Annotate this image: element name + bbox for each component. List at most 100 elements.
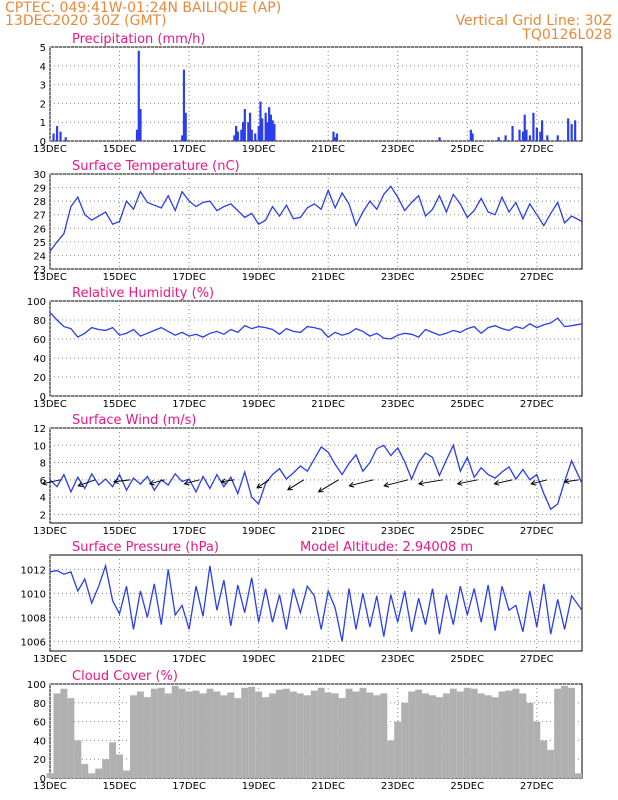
humidity-xtick-label: 27DEC — [520, 399, 554, 410]
temperature-ytick-label: 28 — [33, 197, 46, 208]
cloud-cover-bar — [109, 742, 117, 778]
cloud-cover-bar — [394, 721, 402, 778]
wind-arrow — [494, 479, 513, 485]
cloud-cover-bar — [46, 773, 54, 778]
cloud-cover-bar — [248, 686, 256, 778]
precipitation-bar — [271, 120, 274, 141]
cloud-cover-bar — [227, 692, 235, 778]
temperature-ytick-label: 29 — [33, 184, 46, 195]
temperature-title: Surface Temperature (nC) — [72, 159, 240, 174]
cloud-cover-bar — [401, 702, 409, 778]
pressure-xtick-label: 19DEC — [242, 654, 276, 665]
cloud-cover-bar — [234, 698, 242, 778]
wind-arrow — [184, 479, 200, 485]
precipitation-bar — [504, 135, 507, 141]
precipitation-bar — [52, 133, 55, 141]
cloud-cover-bar — [262, 697, 270, 778]
humidity-xtick-label: 21DEC — [311, 399, 345, 410]
pressure-ytick-label: 1006 — [21, 637, 46, 648]
cloud-cover-bar — [276, 689, 283, 778]
cloud-cover-bar — [289, 691, 297, 778]
temperature-ytick-label: 27 — [33, 211, 46, 222]
temperature-line — [49, 185, 583, 252]
precipitation-bar — [55, 125, 59, 141]
cloud-cover-bar — [53, 693, 61, 778]
pressure-ytick-label: 1008 — [21, 613, 46, 624]
wind-arrow-head — [256, 483, 263, 489]
precipitation-bar — [247, 122, 250, 141]
precipitation-bar — [257, 125, 260, 141]
cloud-cover-bar — [129, 695, 137, 778]
temperature-xtick-label: 21DEC — [311, 272, 345, 283]
cloud-cover-xtick-label: 27DEC — [520, 781, 554, 792]
cloud-cover-bar — [449, 688, 457, 778]
pressure-xtick-label: 27DEC — [520, 654, 554, 665]
pressure-xtick-label: 15DEC — [103, 654, 137, 665]
precipitation-frame — [49, 46, 583, 142]
cloud-cover-bar — [241, 687, 249, 778]
precipitation-ytick-label: 0 — [40, 137, 46, 148]
model-code: TQ0126L028 — [521, 27, 612, 43]
wind-arrow — [287, 479, 305, 491]
humidity-xtick-label: 13DEC — [33, 399, 67, 410]
cloud-cover-bar — [568, 687, 576, 778]
cloud-cover-bar — [185, 691, 193, 778]
cloud-cover-bar — [206, 688, 214, 778]
temperature-ytick-label: 26 — [33, 224, 46, 235]
temperature-xtick-label: 25DEC — [450, 272, 484, 283]
cloud-cover-bar — [338, 698, 346, 778]
precipitation-bar — [570, 124, 573, 141]
precipitation-bar — [546, 135, 549, 141]
cloud-cover-bar — [442, 693, 450, 778]
cloud-cover-bar — [456, 691, 464, 778]
precipitation-title: Precipitation (mm/h) — [72, 32, 205, 47]
cloud-cover-bar — [366, 692, 374, 778]
wind-arrow — [42, 479, 61, 485]
wind-xtick-label: 19DEC — [242, 526, 276, 537]
temperature-ytick-label: 30 — [33, 170, 46, 181]
precipitation-bar — [235, 125, 238, 141]
humidity-line — [49, 311, 583, 340]
wind-arrow-head — [77, 481, 84, 488]
pressure-ytick-label: 1012 — [21, 565, 46, 576]
temperature-xtick-label: 27DEC — [520, 272, 554, 283]
wind-arrow-head — [148, 480, 155, 486]
precipitation-bar — [273, 124, 276, 141]
cloud-cover-bar — [554, 688, 562, 778]
wind-ytick-label: 10 — [33, 441, 46, 452]
precipitation-bar — [469, 129, 472, 141]
cloud-cover-bar — [575, 773, 582, 778]
temperature-xtick-label: 23DEC — [381, 272, 415, 283]
cloud-cover-bar — [123, 770, 130, 778]
cloud-cover-bar — [491, 697, 499, 778]
precipitation-bar — [518, 129, 521, 141]
precipitation-bar — [248, 112, 252, 141]
temperature-xtick-label: 19DEC — [242, 272, 276, 283]
precipitation-bar — [532, 112, 535, 141]
precipitation-ytick-label: 1 — [40, 118, 46, 129]
wind-frame — [49, 427, 583, 524]
cloud-cover-bar — [422, 693, 430, 778]
cloud-cover-title: Cloud Cover (%) — [72, 669, 178, 684]
pressure-xtick-label: 17DEC — [172, 654, 206, 665]
humidity-frame — [49, 300, 583, 397]
wind-arrow-head — [112, 478, 119, 485]
humidity-xtick-label: 17DEC — [172, 399, 206, 410]
precipitation-bar — [268, 107, 271, 141]
cloud-cover-bar — [547, 749, 555, 778]
humidity-xtick-label: 19DEC — [242, 399, 276, 410]
pressure-title: Surface Pressure (hPa) — [72, 540, 219, 555]
cloud-cover-bar — [116, 754, 124, 778]
wind-arrow-head — [417, 480, 424, 486]
temperature-panel: 23 24 25 26 27 28 29 30 13DEC 15DEC 17DEC 19DEC 21DE… — [33, 159, 583, 283]
wind-arrow-head — [317, 487, 324, 493]
pressure-annotation: Model Altitude: 2.94008 m — [300, 540, 473, 555]
humidity-xtick-label: 25DEC — [450, 399, 484, 410]
precipitation-ytick-label: 5 — [40, 43, 46, 54]
cloud-cover-bar — [220, 695, 228, 778]
wind-arrow — [256, 479, 270, 489]
cloud-cover-bar — [429, 695, 436, 778]
temperature-ytick-label: 25 — [33, 238, 46, 249]
precipitation-bar — [254, 133, 257, 141]
temperature-xtick-label: 15DEC — [103, 272, 137, 283]
